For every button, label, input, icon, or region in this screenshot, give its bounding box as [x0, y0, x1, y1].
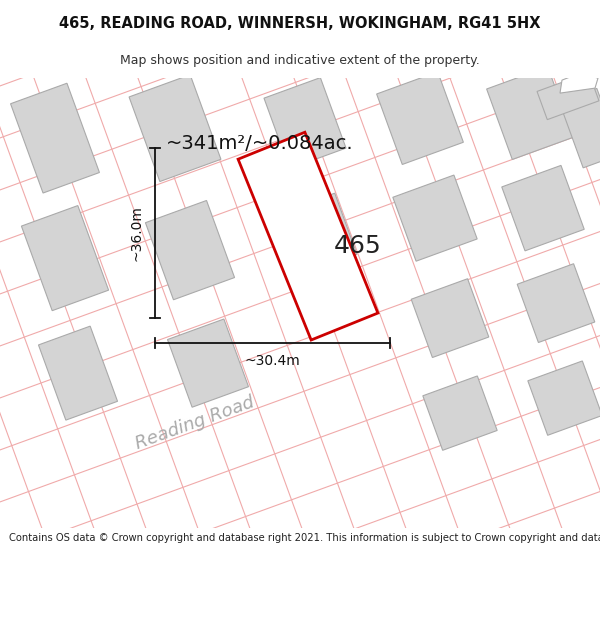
Polygon shape: [537, 72, 599, 119]
Polygon shape: [423, 376, 497, 450]
Text: Reading Road: Reading Road: [133, 393, 257, 453]
Text: Contains OS data © Crown copyright and database right 2021. This information is : Contains OS data © Crown copyright and d…: [9, 533, 600, 543]
Polygon shape: [559, 88, 600, 168]
Polygon shape: [238, 132, 378, 340]
Text: ~341m²/~0.084ac.: ~341m²/~0.084ac.: [166, 134, 354, 152]
Polygon shape: [411, 279, 489, 358]
Polygon shape: [517, 264, 595, 342]
Polygon shape: [22, 206, 109, 311]
Polygon shape: [528, 361, 600, 435]
Polygon shape: [167, 319, 248, 408]
Polygon shape: [129, 75, 221, 181]
Polygon shape: [487, 67, 574, 159]
Text: 465: 465: [334, 234, 382, 258]
Text: Map shows position and indicative extent of the property.: Map shows position and indicative extent…: [120, 54, 480, 68]
Polygon shape: [377, 72, 463, 164]
Polygon shape: [560, 73, 598, 93]
Text: 465, READING ROAD, WINNERSH, WOKINGHAM, RG41 5HX: 465, READING ROAD, WINNERSH, WOKINGHAM, …: [59, 16, 541, 31]
Polygon shape: [502, 166, 584, 251]
Polygon shape: [393, 175, 477, 261]
Polygon shape: [264, 78, 346, 169]
Text: ~36.0m: ~36.0m: [130, 205, 144, 261]
Text: ~30.4m: ~30.4m: [245, 354, 301, 368]
Polygon shape: [11, 83, 100, 193]
Polygon shape: [145, 201, 235, 300]
Polygon shape: [283, 193, 357, 273]
Polygon shape: [38, 326, 118, 420]
